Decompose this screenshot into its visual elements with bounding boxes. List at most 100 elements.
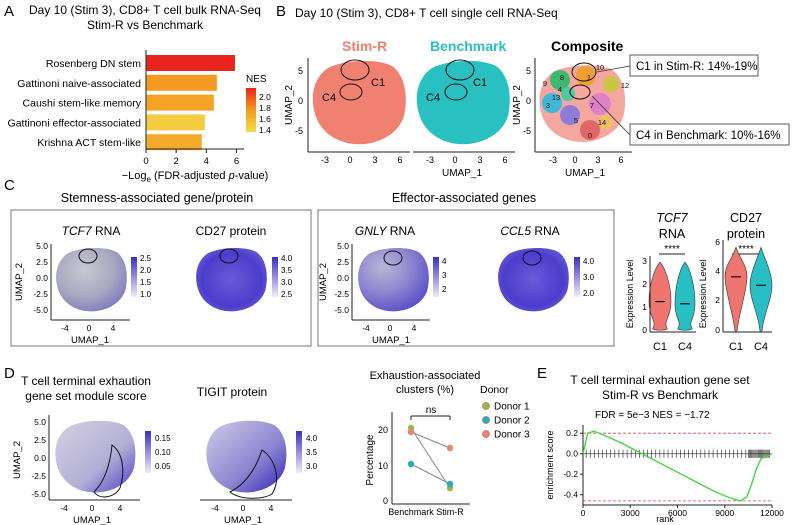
x-axis-label: UMAP_1 [372, 335, 410, 346]
x-tick: 0 [241, 503, 246, 513]
x-tick: -3 [549, 155, 557, 165]
x-tick: -3 [426, 155, 434, 165]
tcf7-scale-tick: 2.0 [140, 266, 152, 275]
cluster-id: 13 [552, 93, 560, 102]
cluster-id: 1 [587, 73, 591, 82]
panel-a-title-1: Day 10 (Stim 3), CD8+ T cell bulk RNA-Se… [29, 3, 261, 17]
x-tick: 3 [477, 155, 482, 165]
pct-dot-plot [407, 424, 454, 492]
y-tick: -2.5 [33, 289, 48, 299]
y-tick: 5 [298, 66, 303, 76]
cluster-id: 10 [596, 63, 604, 72]
gnly-scale-tick: 4 [442, 257, 447, 266]
panel-letter-d: D [4, 365, 15, 382]
y-tick: 2.5 [34, 435, 46, 445]
umap-stim-r-title: Stim-R [342, 38, 387, 54]
panel-letter-c: C [4, 177, 15, 194]
y-tick: -5.0 [334, 305, 349, 315]
tigit-colorbar [296, 431, 302, 473]
cluster-c4-outline [444, 83, 468, 101]
x-tick: 0 [572, 155, 577, 165]
legend-swatch [482, 430, 490, 438]
donor-point [446, 480, 454, 488]
donor-line [410, 431, 451, 449]
panel-c-eff-title: Effector-associated genes [392, 191, 536, 205]
legend-swatch [482, 416, 490, 424]
cluster-c1-outline [571, 62, 597, 82]
cluster-id: 12 [621, 81, 629, 90]
cluster-c1-outline [522, 250, 542, 266]
y-tick: 5.0 [337, 241, 349, 251]
panel-a-x-label: −Loge (FDR-adjusted p-value) [122, 170, 269, 184]
y-tick: -5 [523, 126, 531, 136]
cluster-id: 3 [546, 101, 550, 110]
violin-tcf7-title-1: TCF7 [656, 211, 688, 225]
bar [146, 114, 205, 131]
umap-stim-r: C1 C4 [312, 59, 406, 145]
x-tick: 6 [618, 155, 623, 165]
y-tick: 0 [298, 96, 303, 106]
violin-cd27-y-label: Expression Level [698, 260, 708, 329]
donor-point [407, 460, 415, 468]
pct-y-label: Percentage [365, 434, 376, 486]
tcf7-scale-tick: 1.0 [140, 290, 152, 299]
y-tick: -2.5 [334, 289, 349, 299]
gsea-title-2: Stim-R vs Benchmark [602, 388, 719, 402]
y-axis-label: UMAP_2 [12, 441, 23, 479]
violin-cd27-title-1: CD27 [730, 211, 762, 225]
y-tick: 1 [642, 302, 647, 312]
y-tick: 5.0 [34, 417, 46, 427]
pct-ns: ns [426, 405, 437, 416]
panel-b-title: Day 10 (Stim 3), CD8+ T cell single cell… [295, 6, 558, 20]
y-tick: 4 [715, 266, 720, 276]
y-tick: 0.2 [566, 428, 578, 438]
x-tick: 0 [581, 508, 586, 518]
violin-c1 [648, 261, 672, 331]
gnly-colorbar [433, 257, 439, 297]
x-tick: -3 [321, 155, 329, 165]
umap-module-title-1: T cell terminal exhaution [21, 374, 151, 388]
category-label: Gattinoni naive-associated [17, 78, 141, 90]
tigit-scale-tick: 3.0 [306, 462, 318, 471]
gnly-scale-tick: 3 [442, 271, 447, 280]
tigit-scale-tick: 3.5 [306, 448, 318, 457]
category-label: Caushi stem-like memory [23, 98, 142, 110]
panel-c-eff-frame [317, 209, 615, 347]
panel-e: T cell terminal exhaution gene set Stim-… [545, 373, 784, 524]
ccl5-scale-tick: 4.0 [583, 257, 595, 266]
panel-a-legend-title: NES [246, 74, 267, 85]
y-tick: -5.0 [31, 489, 46, 499]
x-axis-label: UMAP_1 [73, 515, 111, 525]
panel-a-legend-colorbar [246, 88, 256, 132]
donor-line [410, 463, 451, 485]
x-axis-label: UMAP_1 [71, 335, 109, 346]
cluster-c4-outline [339, 83, 363, 101]
gsea-title-1: T cell terminal exhaution gene set [570, 373, 750, 387]
cluster-c1-outline [383, 250, 403, 266]
callout-c1-text: C1 in Stim-R: 14%-19% [636, 61, 757, 73]
panel-b: Day 10 (Stim 3), CD8+ T cell single cell… [284, 6, 790, 179]
legend-label: Donor 2 [494, 416, 530, 427]
bar [146, 74, 217, 91]
category-label: Krishna ACT stem-like [37, 137, 141, 149]
x-tick: -4 [60, 503, 68, 513]
umap-composite-title: Composite [551, 38, 624, 54]
panel-a-legend-tick: 1.6 [259, 114, 271, 124]
module-scale-tick: 0.05 [155, 462, 171, 471]
x-tick: 4 [269, 503, 274, 513]
violin-c4 [749, 246, 773, 332]
cluster-c1-outline [219, 248, 239, 264]
y-tick: 2 [715, 295, 720, 305]
category-label: Rosenberg DN stem [46, 58, 141, 70]
panel-a: Day 10 (Stim 3), CD8+ T cell bulk RNA-Se… [8, 3, 272, 184]
panel-c-stem-frame [10, 209, 312, 347]
cluster-c1-label: C1 [371, 77, 385, 89]
x-tick: 0 [87, 323, 92, 333]
x-axis-label: UMAP_1 [565, 168, 605, 179]
donor-legend-title: Donor [480, 384, 509, 396]
x-tick: 6 [397, 155, 402, 165]
cluster-c4-outline [569, 84, 591, 100]
x-tick: 0 [452, 155, 457, 165]
